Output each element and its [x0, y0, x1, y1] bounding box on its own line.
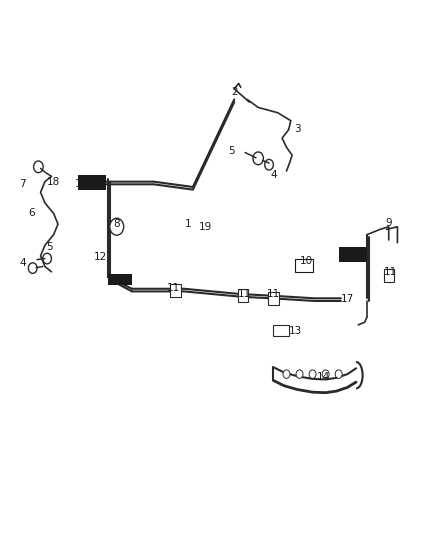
Text: 6: 6: [28, 208, 35, 219]
Text: 14: 14: [317, 372, 330, 382]
Text: 19: 19: [198, 222, 212, 232]
Text: 15: 15: [74, 179, 88, 189]
Text: 11: 11: [238, 289, 251, 299]
Bar: [108, 274, 132, 285]
Text: 18: 18: [47, 176, 60, 187]
Text: 7: 7: [19, 179, 25, 189]
Bar: [78, 175, 106, 190]
Text: 3: 3: [294, 124, 300, 134]
Text: 11: 11: [383, 267, 397, 277]
Text: 12: 12: [94, 252, 107, 262]
Bar: [273, 325, 289, 336]
Text: 2: 2: [231, 86, 237, 96]
Bar: [339, 247, 367, 262]
Circle shape: [296, 370, 303, 378]
Bar: [384, 269, 394, 282]
Text: 15: 15: [340, 252, 353, 262]
FancyBboxPatch shape: [295, 259, 313, 272]
Circle shape: [110, 218, 124, 235]
Text: 10: 10: [300, 256, 313, 266]
Text: 5: 5: [228, 146, 234, 156]
Circle shape: [335, 370, 342, 378]
Bar: [170, 284, 181, 297]
Text: 11: 11: [267, 289, 280, 299]
Text: 11: 11: [167, 282, 180, 293]
Bar: [238, 289, 248, 302]
Text: 4: 4: [270, 171, 277, 180]
Text: 8: 8: [113, 219, 120, 229]
Circle shape: [283, 370, 290, 378]
Text: 4: 4: [19, 258, 25, 268]
Text: 13: 13: [289, 326, 302, 336]
Circle shape: [309, 370, 316, 378]
Text: 1: 1: [185, 219, 192, 229]
Text: 5: 5: [46, 242, 53, 252]
Text: 9: 9: [385, 218, 392, 228]
Text: 16: 16: [110, 275, 124, 285]
Circle shape: [322, 370, 329, 378]
Bar: [268, 292, 279, 305]
Text: 17: 17: [341, 294, 354, 304]
